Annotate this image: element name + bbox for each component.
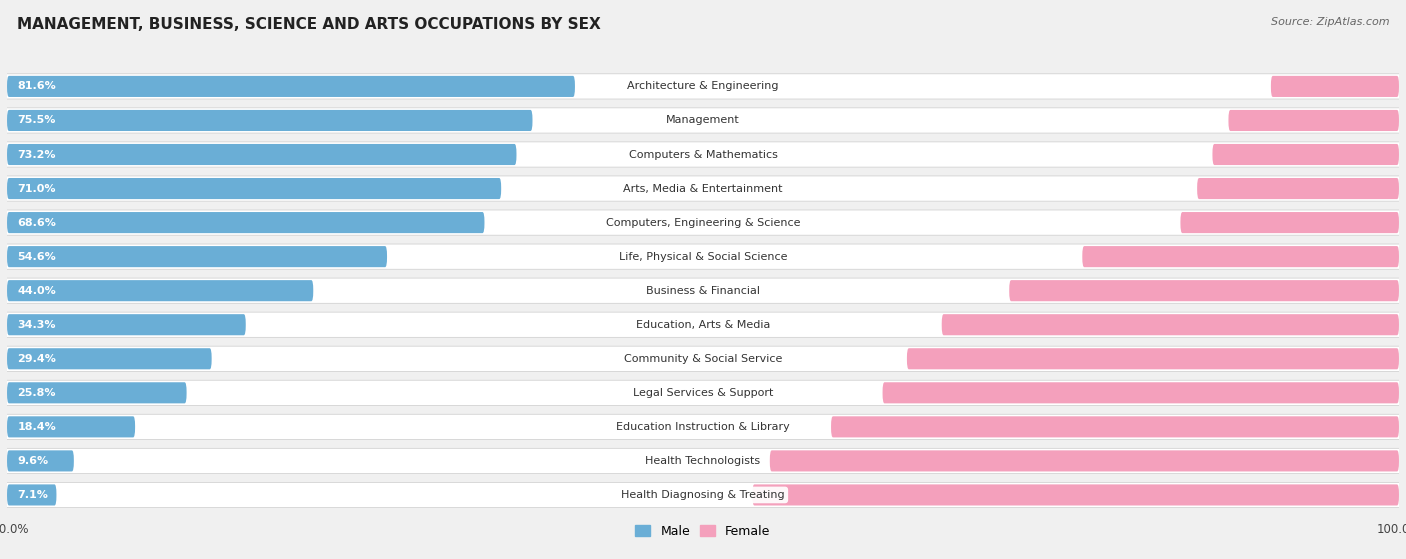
FancyBboxPatch shape bbox=[752, 485, 1399, 505]
FancyBboxPatch shape bbox=[7, 246, 387, 267]
Text: 18.4%: 18.4% bbox=[17, 422, 56, 432]
FancyBboxPatch shape bbox=[7, 178, 501, 199]
FancyBboxPatch shape bbox=[0, 448, 1406, 473]
Text: 29.4%: 29.4% bbox=[17, 354, 56, 364]
FancyBboxPatch shape bbox=[883, 382, 1399, 404]
FancyBboxPatch shape bbox=[1212, 144, 1399, 165]
Text: Architecture & Engineering: Architecture & Engineering bbox=[627, 82, 779, 92]
Text: 25.8%: 25.8% bbox=[17, 388, 56, 398]
FancyBboxPatch shape bbox=[7, 382, 187, 404]
FancyBboxPatch shape bbox=[0, 210, 1406, 235]
Text: Computers, Engineering & Science: Computers, Engineering & Science bbox=[606, 217, 800, 228]
FancyBboxPatch shape bbox=[7, 451, 75, 471]
FancyBboxPatch shape bbox=[942, 314, 1399, 335]
Text: Computers & Mathematics: Computers & Mathematics bbox=[628, 149, 778, 159]
FancyBboxPatch shape bbox=[1010, 280, 1399, 301]
FancyBboxPatch shape bbox=[0, 346, 1406, 371]
FancyBboxPatch shape bbox=[0, 74, 1406, 99]
Text: Arts, Media & Entertainment: Arts, Media & Entertainment bbox=[623, 183, 783, 193]
Text: Legal Services & Support: Legal Services & Support bbox=[633, 388, 773, 398]
FancyBboxPatch shape bbox=[1083, 246, 1399, 267]
Text: 44.0%: 44.0% bbox=[17, 286, 56, 296]
Text: Health Diagnosing & Treating: Health Diagnosing & Treating bbox=[621, 490, 785, 500]
FancyBboxPatch shape bbox=[0, 278, 1406, 304]
FancyBboxPatch shape bbox=[7, 144, 516, 165]
Text: Community & Social Service: Community & Social Service bbox=[624, 354, 782, 364]
FancyBboxPatch shape bbox=[0, 108, 1406, 133]
Text: 71.0%: 71.0% bbox=[17, 183, 56, 193]
Text: Business & Financial: Business & Financial bbox=[645, 286, 761, 296]
FancyBboxPatch shape bbox=[0, 142, 1406, 167]
Text: 73.2%: 73.2% bbox=[17, 149, 56, 159]
FancyBboxPatch shape bbox=[7, 76, 575, 97]
Text: 68.6%: 68.6% bbox=[17, 217, 56, 228]
FancyBboxPatch shape bbox=[7, 314, 246, 335]
FancyBboxPatch shape bbox=[7, 212, 485, 233]
FancyBboxPatch shape bbox=[831, 416, 1399, 437]
FancyBboxPatch shape bbox=[0, 414, 1406, 439]
Text: Education, Arts & Media: Education, Arts & Media bbox=[636, 320, 770, 330]
Text: Source: ZipAtlas.com: Source: ZipAtlas.com bbox=[1271, 17, 1389, 27]
FancyBboxPatch shape bbox=[0, 244, 1406, 269]
Text: MANAGEMENT, BUSINESS, SCIENCE AND ARTS OCCUPATIONS BY SEX: MANAGEMENT, BUSINESS, SCIENCE AND ARTS O… bbox=[17, 17, 600, 32]
FancyBboxPatch shape bbox=[7, 280, 314, 301]
FancyBboxPatch shape bbox=[770, 451, 1399, 471]
FancyBboxPatch shape bbox=[7, 485, 56, 505]
Text: 7.1%: 7.1% bbox=[17, 490, 48, 500]
Text: 54.6%: 54.6% bbox=[17, 252, 56, 262]
FancyBboxPatch shape bbox=[0, 482, 1406, 508]
FancyBboxPatch shape bbox=[1181, 212, 1399, 233]
FancyBboxPatch shape bbox=[7, 348, 212, 369]
FancyBboxPatch shape bbox=[7, 110, 533, 131]
FancyBboxPatch shape bbox=[0, 380, 1406, 405]
Legend: Male, Female: Male, Female bbox=[630, 519, 776, 543]
FancyBboxPatch shape bbox=[0, 312, 1406, 337]
Text: 81.6%: 81.6% bbox=[17, 82, 56, 92]
Text: 34.3%: 34.3% bbox=[17, 320, 56, 330]
FancyBboxPatch shape bbox=[1271, 76, 1399, 97]
FancyBboxPatch shape bbox=[7, 416, 135, 437]
FancyBboxPatch shape bbox=[1229, 110, 1399, 131]
Text: Health Technologists: Health Technologists bbox=[645, 456, 761, 466]
Text: Education Instruction & Library: Education Instruction & Library bbox=[616, 422, 790, 432]
FancyBboxPatch shape bbox=[1197, 178, 1399, 199]
Text: Management: Management bbox=[666, 116, 740, 125]
Text: 9.6%: 9.6% bbox=[17, 456, 49, 466]
Text: Life, Physical & Social Science: Life, Physical & Social Science bbox=[619, 252, 787, 262]
FancyBboxPatch shape bbox=[907, 348, 1399, 369]
Text: 75.5%: 75.5% bbox=[17, 116, 56, 125]
FancyBboxPatch shape bbox=[0, 176, 1406, 201]
